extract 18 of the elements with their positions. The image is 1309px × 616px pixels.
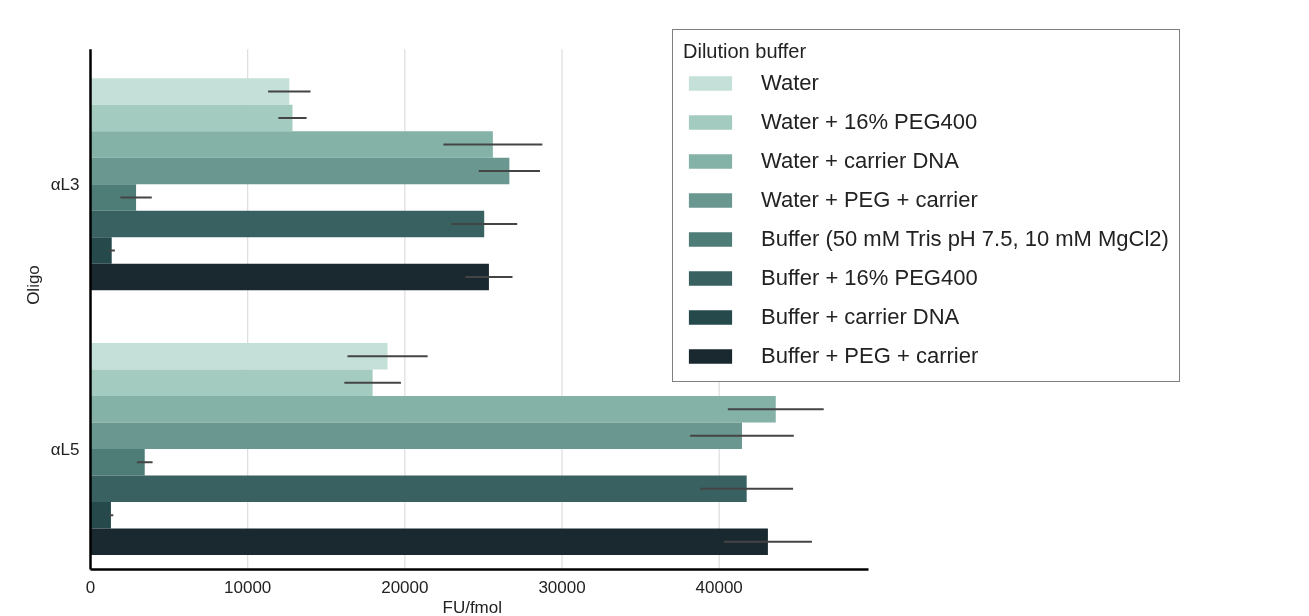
x-tick-label: 10000 <box>224 577 272 597</box>
legend-label: Water + carrier DNA <box>761 147 959 175</box>
x-axis-title: FU/fmol <box>442 597 502 616</box>
legend-label: Water + 16% PEG400 <box>761 108 978 136</box>
y-tick-label: αL5 <box>50 439 80 459</box>
legend-label: Buffer + PEG + carrier <box>761 342 979 370</box>
legend-title: Dilution buffer <box>683 40 808 63</box>
y-tick-label: αL3 <box>50 174 80 194</box>
legend-label: Buffer + carrier DNA <box>761 303 960 331</box>
y-axis-title: Oligo <box>23 265 43 305</box>
x-tick-label: 0 <box>85 577 96 597</box>
legend-label: Water <box>761 69 819 97</box>
legend-label: Buffer + 16% PEG400 <box>761 264 978 292</box>
legend-label: Water + PEG + carrier <box>761 186 978 214</box>
x-tick-label: 40000 <box>695 577 743 597</box>
legend-label: Buffer (50 mM Tris pH 7.5, 10 mM MgCl2) <box>761 225 1169 253</box>
x-tick-label: 20000 <box>381 577 429 597</box>
x-tick-label: 30000 <box>538 577 586 597</box>
